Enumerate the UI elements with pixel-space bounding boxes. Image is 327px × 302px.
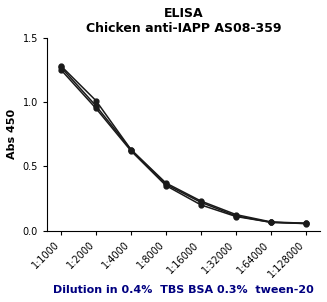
Y-axis label: Abs 450: Abs 450 [7,109,17,159]
X-axis label: Dilution in 0.4%  TBS BSA 0.3%  tween-20: Dilution in 0.4% TBS BSA 0.3% tween-20 [53,285,314,295]
Title: ELISA
Chicken anti-IAPP AS08-359: ELISA Chicken anti-IAPP AS08-359 [86,7,281,35]
